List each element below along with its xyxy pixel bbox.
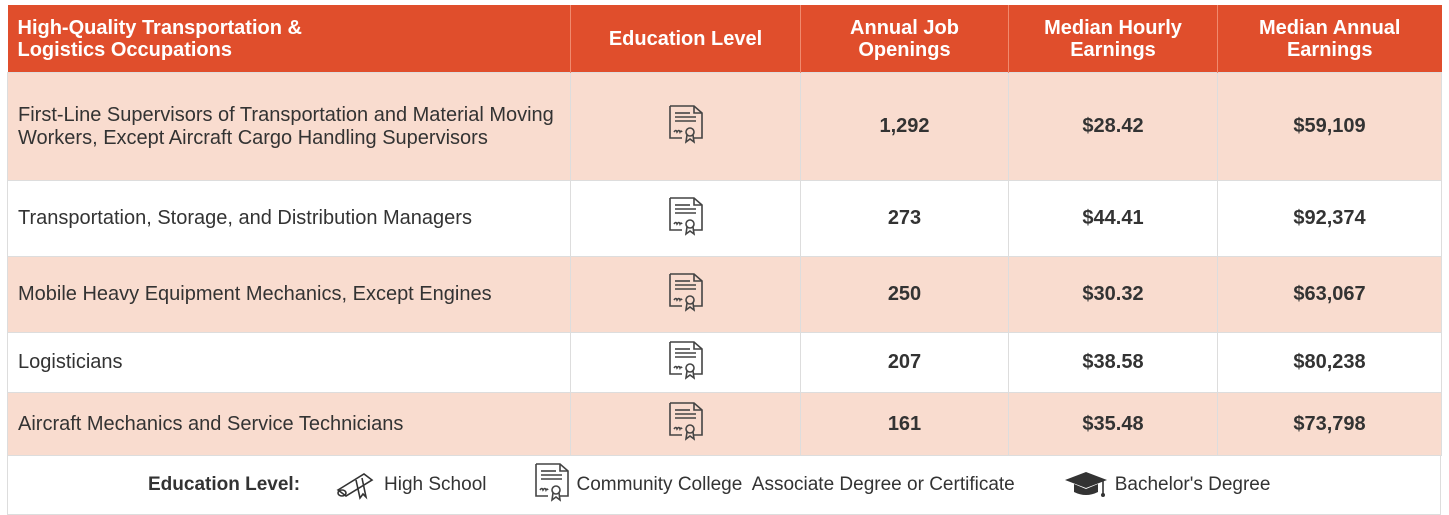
certificate-icon bbox=[668, 402, 704, 446]
value-cell: $63,067 bbox=[1217, 256, 1442, 333]
legend-item: High School bbox=[334, 468, 486, 502]
table-row: Logisticians 207 $38.58 $80,238 bbox=[7, 332, 1442, 393]
education-cell bbox=[570, 180, 801, 257]
table-row: Mobile Heavy Equipment Mechanics, Except… bbox=[7, 256, 1442, 333]
value-cell: $59,109 bbox=[1217, 72, 1442, 181]
occupation-cell: Logisticians bbox=[7, 332, 571, 393]
legend-label: High School bbox=[384, 474, 487, 495]
column-header: Annual Job Openings bbox=[800, 5, 1009, 73]
value-cell: 273 bbox=[800, 180, 1009, 257]
table-row: Transportation, Storage, and Distributio… bbox=[7, 180, 1442, 257]
certificate-icon bbox=[668, 272, 704, 317]
legend-title: Education Level: bbox=[148, 474, 301, 495]
legend-label: Bachelor's Degree bbox=[1114, 474, 1271, 495]
legend-item: Bachelor's Degree bbox=[1063, 468, 1271, 502]
certificate-icon bbox=[534, 462, 570, 508]
table-body: First-Line Supervisors of Transportation… bbox=[7, 72, 1442, 456]
value-cell: $30.32 bbox=[1008, 256, 1218, 333]
diploma-icon bbox=[336, 473, 374, 500]
value-cell: $35.48 bbox=[1008, 392, 1218, 456]
value-cell: 207 bbox=[800, 332, 1009, 393]
occupation-cell: Aircraft Mechanics and Service Technicia… bbox=[7, 392, 571, 456]
column-header: Education Level bbox=[570, 5, 801, 73]
education-cell bbox=[570, 332, 801, 393]
legend: Education Level: High School Community C… bbox=[7, 456, 1441, 515]
header-row: High-Quality Transportation & Logistics … bbox=[7, 5, 1442, 73]
education-cell bbox=[570, 72, 801, 181]
value-cell: 161 bbox=[800, 392, 1009, 456]
column-header: High-Quality Transportation & Logistics … bbox=[7, 5, 571, 73]
column-header: Median Annual Earnings bbox=[1217, 5, 1442, 73]
value-cell: $80,238 bbox=[1217, 332, 1442, 393]
value-cell: $38.58 bbox=[1008, 332, 1218, 393]
occupation-cell: Mobile Heavy Equipment Mechanics, Except… bbox=[7, 256, 571, 333]
education-cell bbox=[570, 256, 801, 333]
occupation-cell: First-Line Supervisors of Transportation… bbox=[7, 72, 571, 181]
page: High-Quality Transportation & Logistics … bbox=[7, 5, 1442, 515]
cap-icon bbox=[1064, 472, 1107, 497]
occupation-table: High-Quality Transportation & Logistics … bbox=[7, 5, 1442, 456]
certificate-icon bbox=[668, 340, 704, 385]
table-row: Aircraft Mechanics and Service Technicia… bbox=[7, 392, 1442, 456]
certificate-icon bbox=[668, 196, 704, 241]
column-header: Median Hourly Earnings bbox=[1008, 5, 1218, 73]
value-cell: 1,292 bbox=[800, 72, 1009, 181]
legend-label: Community College Associate Degree or Ce… bbox=[576, 474, 1015, 495]
value-cell: $92,374 bbox=[1217, 180, 1442, 257]
table-row: First-Line Supervisors of Transportation… bbox=[7, 72, 1442, 181]
value-cell: $44.41 bbox=[1008, 180, 1218, 257]
occupation-cell: Transportation, Storage, and Distributio… bbox=[7, 180, 571, 257]
education-cell bbox=[570, 392, 801, 456]
certificate-icon bbox=[668, 104, 704, 149]
value-cell: $73,798 bbox=[1217, 392, 1442, 456]
value-cell: 250 bbox=[800, 256, 1009, 333]
value-cell: $28.42 bbox=[1008, 72, 1218, 181]
legend-item: Community College Associate Degree or Ce… bbox=[534, 462, 1015, 508]
